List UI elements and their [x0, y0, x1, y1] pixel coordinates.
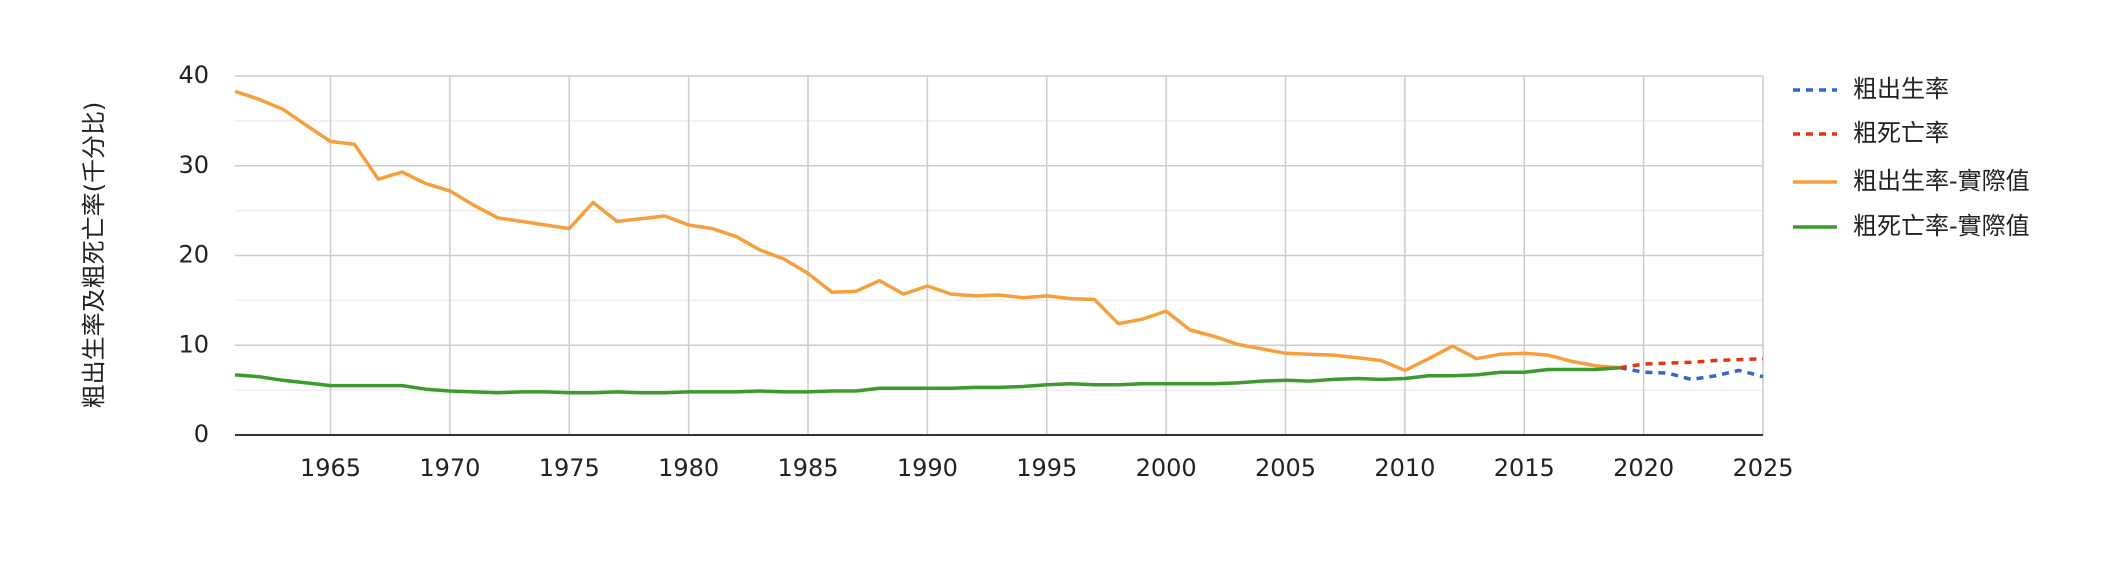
legend-label: 粗出生率-實際值 — [1853, 167, 2030, 195]
x-tick-label: 2005 — [1255, 454, 1316, 482]
x-tick-label: 2015 — [1494, 454, 1555, 482]
x-tick-label: 2010 — [1374, 454, 1435, 482]
x-tick-label: 2000 — [1136, 454, 1197, 482]
data-line — [234, 365, 1620, 395]
y-tick-label: 20 — [178, 241, 209, 269]
data-line — [1619, 356, 1764, 370]
data-line — [1619, 365, 1764, 382]
y-axis-label: 粗出生率及粗死亡率(千分比) — [80, 102, 108, 409]
y-tick-label: 10 — [178, 330, 209, 358]
y-tick-label: 30 — [178, 151, 209, 179]
x-tick-label: 1980 — [658, 454, 719, 482]
x-tick-label: 1985 — [777, 454, 838, 482]
x-tick-label: 1990 — [897, 454, 958, 482]
x-tick-label: 1970 — [419, 454, 480, 482]
x-tick-label: 1965 — [300, 454, 361, 482]
y-tick-label: 40 — [178, 61, 209, 89]
x-tick-label: 1995 — [1016, 454, 1077, 482]
legend-label: 粗出生率 — [1853, 75, 1949, 103]
x-tick-label: 1975 — [539, 454, 600, 482]
x-tick-label: 2020 — [1613, 454, 1674, 482]
legend-label: 粗死亡率 — [1853, 119, 1949, 147]
x-tick-label: 2025 — [1732, 454, 1793, 482]
y-tick-label: 0 — [194, 420, 209, 448]
data-line — [234, 89, 1620, 373]
legend-label: 粗死亡率-實際值 — [1853, 212, 2030, 240]
